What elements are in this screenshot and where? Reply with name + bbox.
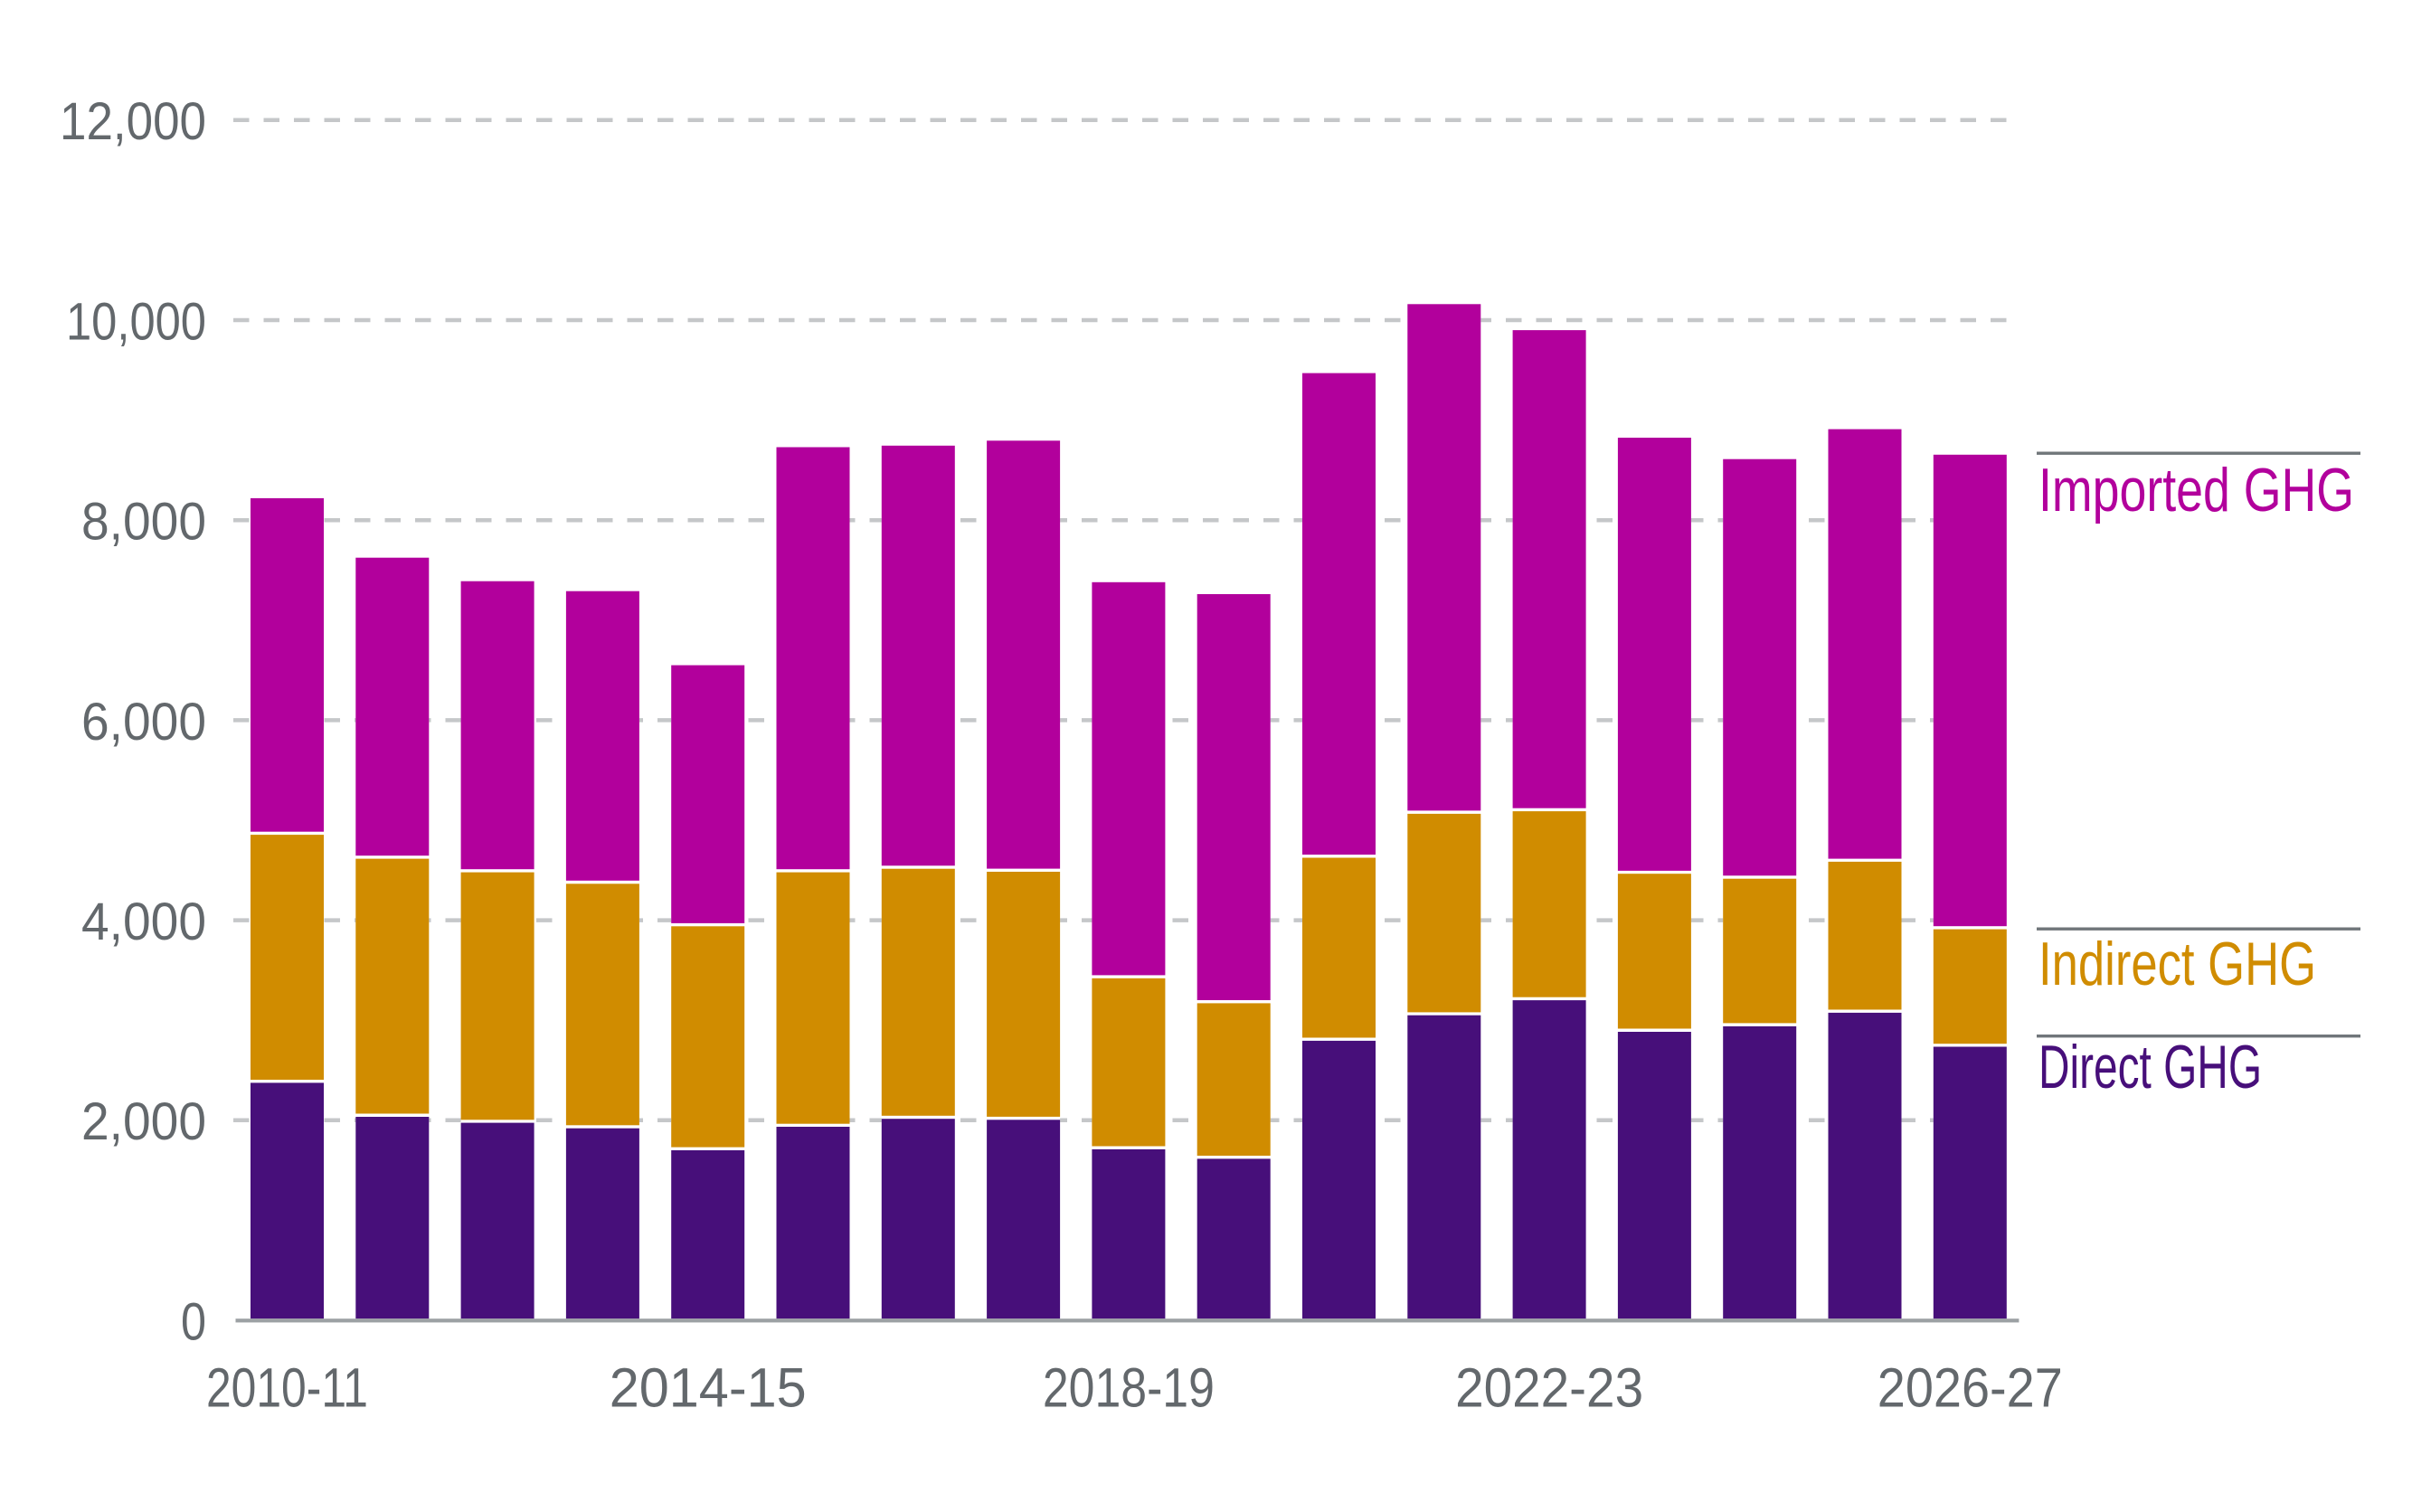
svg-text:4,000: 4,000	[81, 893, 206, 951]
svg-text:2014-15: 2014-15	[610, 1356, 807, 1419]
svg-text:Imported GHG: Imported GHG	[2038, 456, 2354, 524]
svg-text:2,000: 2,000	[81, 1092, 206, 1151]
svg-text:0: 0	[181, 1292, 206, 1351]
svg-text:2010-11: 2010-11	[206, 1356, 368, 1419]
svg-text:6,000: 6,000	[81, 693, 206, 751]
svg-text:Indirect GHG: Indirect GHG	[2038, 930, 2316, 998]
svg-text:Direct GHG: Direct GHG	[2038, 1033, 2262, 1101]
svg-text:2026-27: 2026-27	[1878, 1356, 2063, 1419]
svg-text:12,000: 12,000	[60, 92, 206, 151]
svg-text:10,000: 10,000	[66, 292, 206, 351]
svg-text:2018-19: 2018-19	[1043, 1356, 1215, 1419]
svg-text:8,000: 8,000	[81, 493, 206, 552]
svg-text:2022-23: 2022-23	[1455, 1356, 1643, 1419]
